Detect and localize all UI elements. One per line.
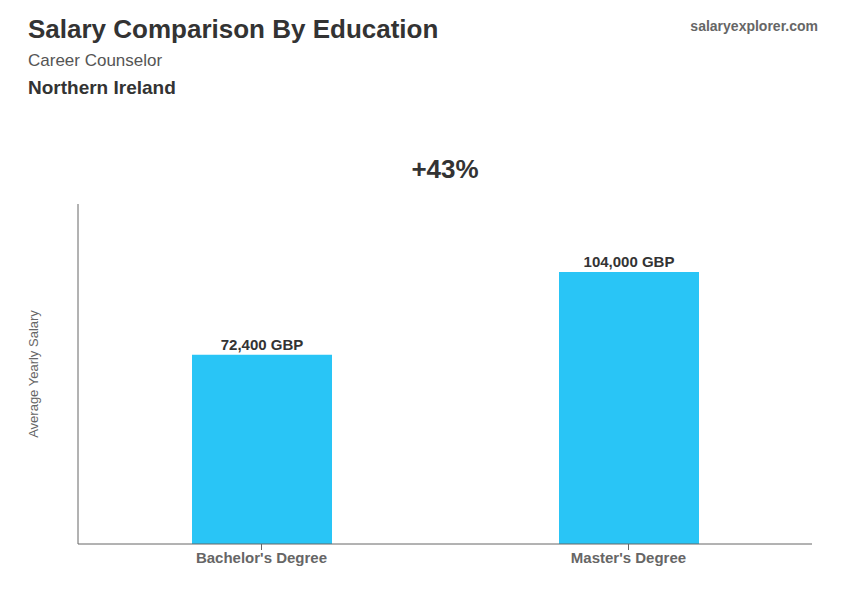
html-text:Salary Comparison By Education: Salary Comparison By Education	[28, 14, 439, 44]
html-text:Career Counselor: Career Counselor	[28, 51, 163, 70]
svg-text:Bachelor's Degree: Bachelor's Degree	[196, 549, 327, 566]
svg-text:104,000 GBP: 104,000 GBP	[584, 253, 675, 270]
html-text:Northern Ireland: Northern Ireland	[28, 77, 176, 98]
html-text:+43%: +43%	[411, 154, 479, 184]
svg-text:Master's Degree: Master's Degree	[571, 549, 686, 566]
svg-text:Average Yearly Salary: Average Yearly Salary	[26, 310, 41, 438]
html-text:salaryexplorer.com: salaryexplorer.com	[690, 18, 818, 34]
svg-text:72,400 GBP: 72,400 GBP	[221, 336, 304, 353]
